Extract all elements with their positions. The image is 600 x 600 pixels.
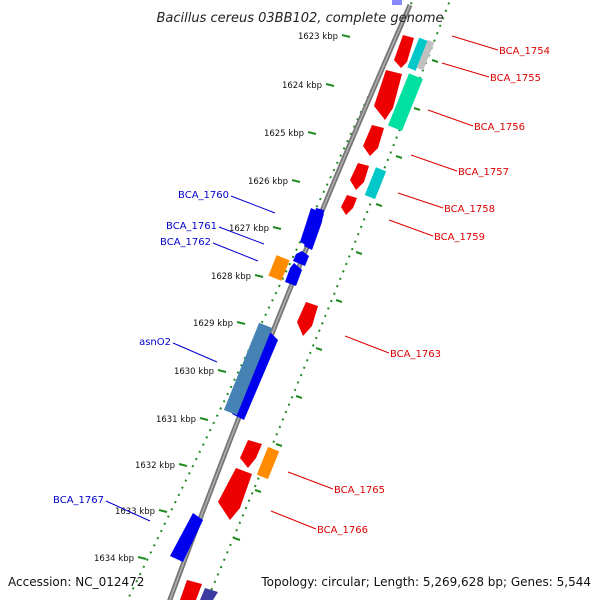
label-bca-1763[interactable]: BCA_1763 (390, 349, 441, 360)
gene-partial-top (392, 0, 402, 5)
kbp-scale: 1623 kbp 1624 kbp 1625 kbp 1626 kbp 1627… (94, 32, 439, 564)
gene-bca-1756[interactable] (388, 73, 423, 131)
forward-aux-genes (256, 37, 435, 480)
label-bca-1755[interactable]: BCA_1755 (490, 73, 541, 84)
gene-orange-1762[interactable] (268, 255, 290, 281)
gene-bca-1763[interactable] (297, 302, 318, 336)
reverse-aux-genes (223, 255, 290, 416)
label-bca-1765[interactable]: BCA_1765 (334, 485, 385, 496)
left-labels: BCA_1760 BCA_1761 BCA_1762 asnO2 BCA_176… (53, 190, 276, 522)
gene-bca-1762[interactable] (285, 263, 302, 286)
kbp-tick-label: 1625 kbp (264, 129, 304, 139)
label-bca-1756[interactable]: BCA_1756 (474, 122, 525, 133)
gene-red-bottom[interactable] (180, 580, 202, 600)
gene-red-1632a[interactable] (240, 440, 262, 468)
gene-bca-1767[interactable] (170, 513, 203, 562)
kbp-tick-label: 1627 kbp (229, 224, 269, 234)
kbp-tick-label: 1624 kbp (282, 81, 322, 91)
right-labels: BCA_1754 BCA_1755 BCA_1756 BCA_1757 BCA_… (270, 35, 550, 536)
kbp-tick-label: 1633 kbp (115, 507, 155, 517)
topology-text: Topology: circular; Length: 5,269,628 bp… (260, 575, 591, 589)
kbp-tick-label: 1629 kbp (193, 319, 233, 329)
gene-bca-1757[interactable] (363, 125, 384, 156)
label-bca-1757[interactable]: BCA_1757 (458, 167, 509, 178)
forward-genes (180, 35, 414, 600)
kbp-tick-label: 1623 kbp (298, 32, 338, 42)
label-bca-1760[interactable]: BCA_1760 (178, 190, 229, 201)
kbp-tick-label: 1630 kbp (174, 367, 214, 377)
gene-bca-1760-body[interactable] (300, 208, 324, 248)
label-bca-1758[interactable]: BCA_1758 (444, 204, 495, 215)
label-bca-1766[interactable]: BCA_1766 (317, 525, 368, 536)
gene-asno2[interactable] (223, 322, 273, 416)
gene-purple-bottom[interactable] (200, 588, 218, 600)
label-asno2[interactable]: asnO2 (139, 337, 171, 348)
outer-dotted-track (126, 0, 414, 600)
accession-text: Accession: NC_012472 (8, 575, 144, 589)
gene-gray-1754[interactable] (416, 39, 435, 71)
gene-cyan-1758[interactable] (364, 167, 387, 200)
kbp-tick-label: 1632 kbp (135, 461, 175, 471)
label-bca-1754[interactable]: BCA_1754 (499, 46, 550, 57)
gene-bca-1766[interactable] (218, 468, 252, 520)
kbp-tick-label: 1634 kbp (94, 554, 134, 564)
label-bca-1759[interactable]: BCA_1759 (434, 232, 485, 243)
genome-backbone (167, 3, 413, 600)
gene-bca-1754[interactable] (394, 35, 414, 68)
kbp-tick-label: 1626 kbp (248, 177, 288, 187)
kbp-tick-label: 1631 kbp (156, 415, 196, 425)
kbp-tick-label: 1628 kbp (211, 272, 251, 282)
genome-title: Bacillus cereus 03BB102, complete genome (156, 11, 443, 26)
gene-cyan-1754[interactable] (407, 37, 428, 71)
label-bca-1767[interactable]: BCA_1767 (53, 495, 104, 506)
gene-bca-1765[interactable] (256, 446, 280, 480)
label-bca-1761[interactable]: BCA_1761 (166, 221, 217, 232)
label-bca-1762[interactable]: BCA_1762 (160, 237, 211, 248)
gene-bca-1758[interactable] (350, 163, 369, 190)
gene-bca-1755[interactable] (374, 70, 402, 120)
gene-bca-1759[interactable] (341, 195, 357, 215)
gene-bca-1761[interactable] (293, 251, 309, 266)
